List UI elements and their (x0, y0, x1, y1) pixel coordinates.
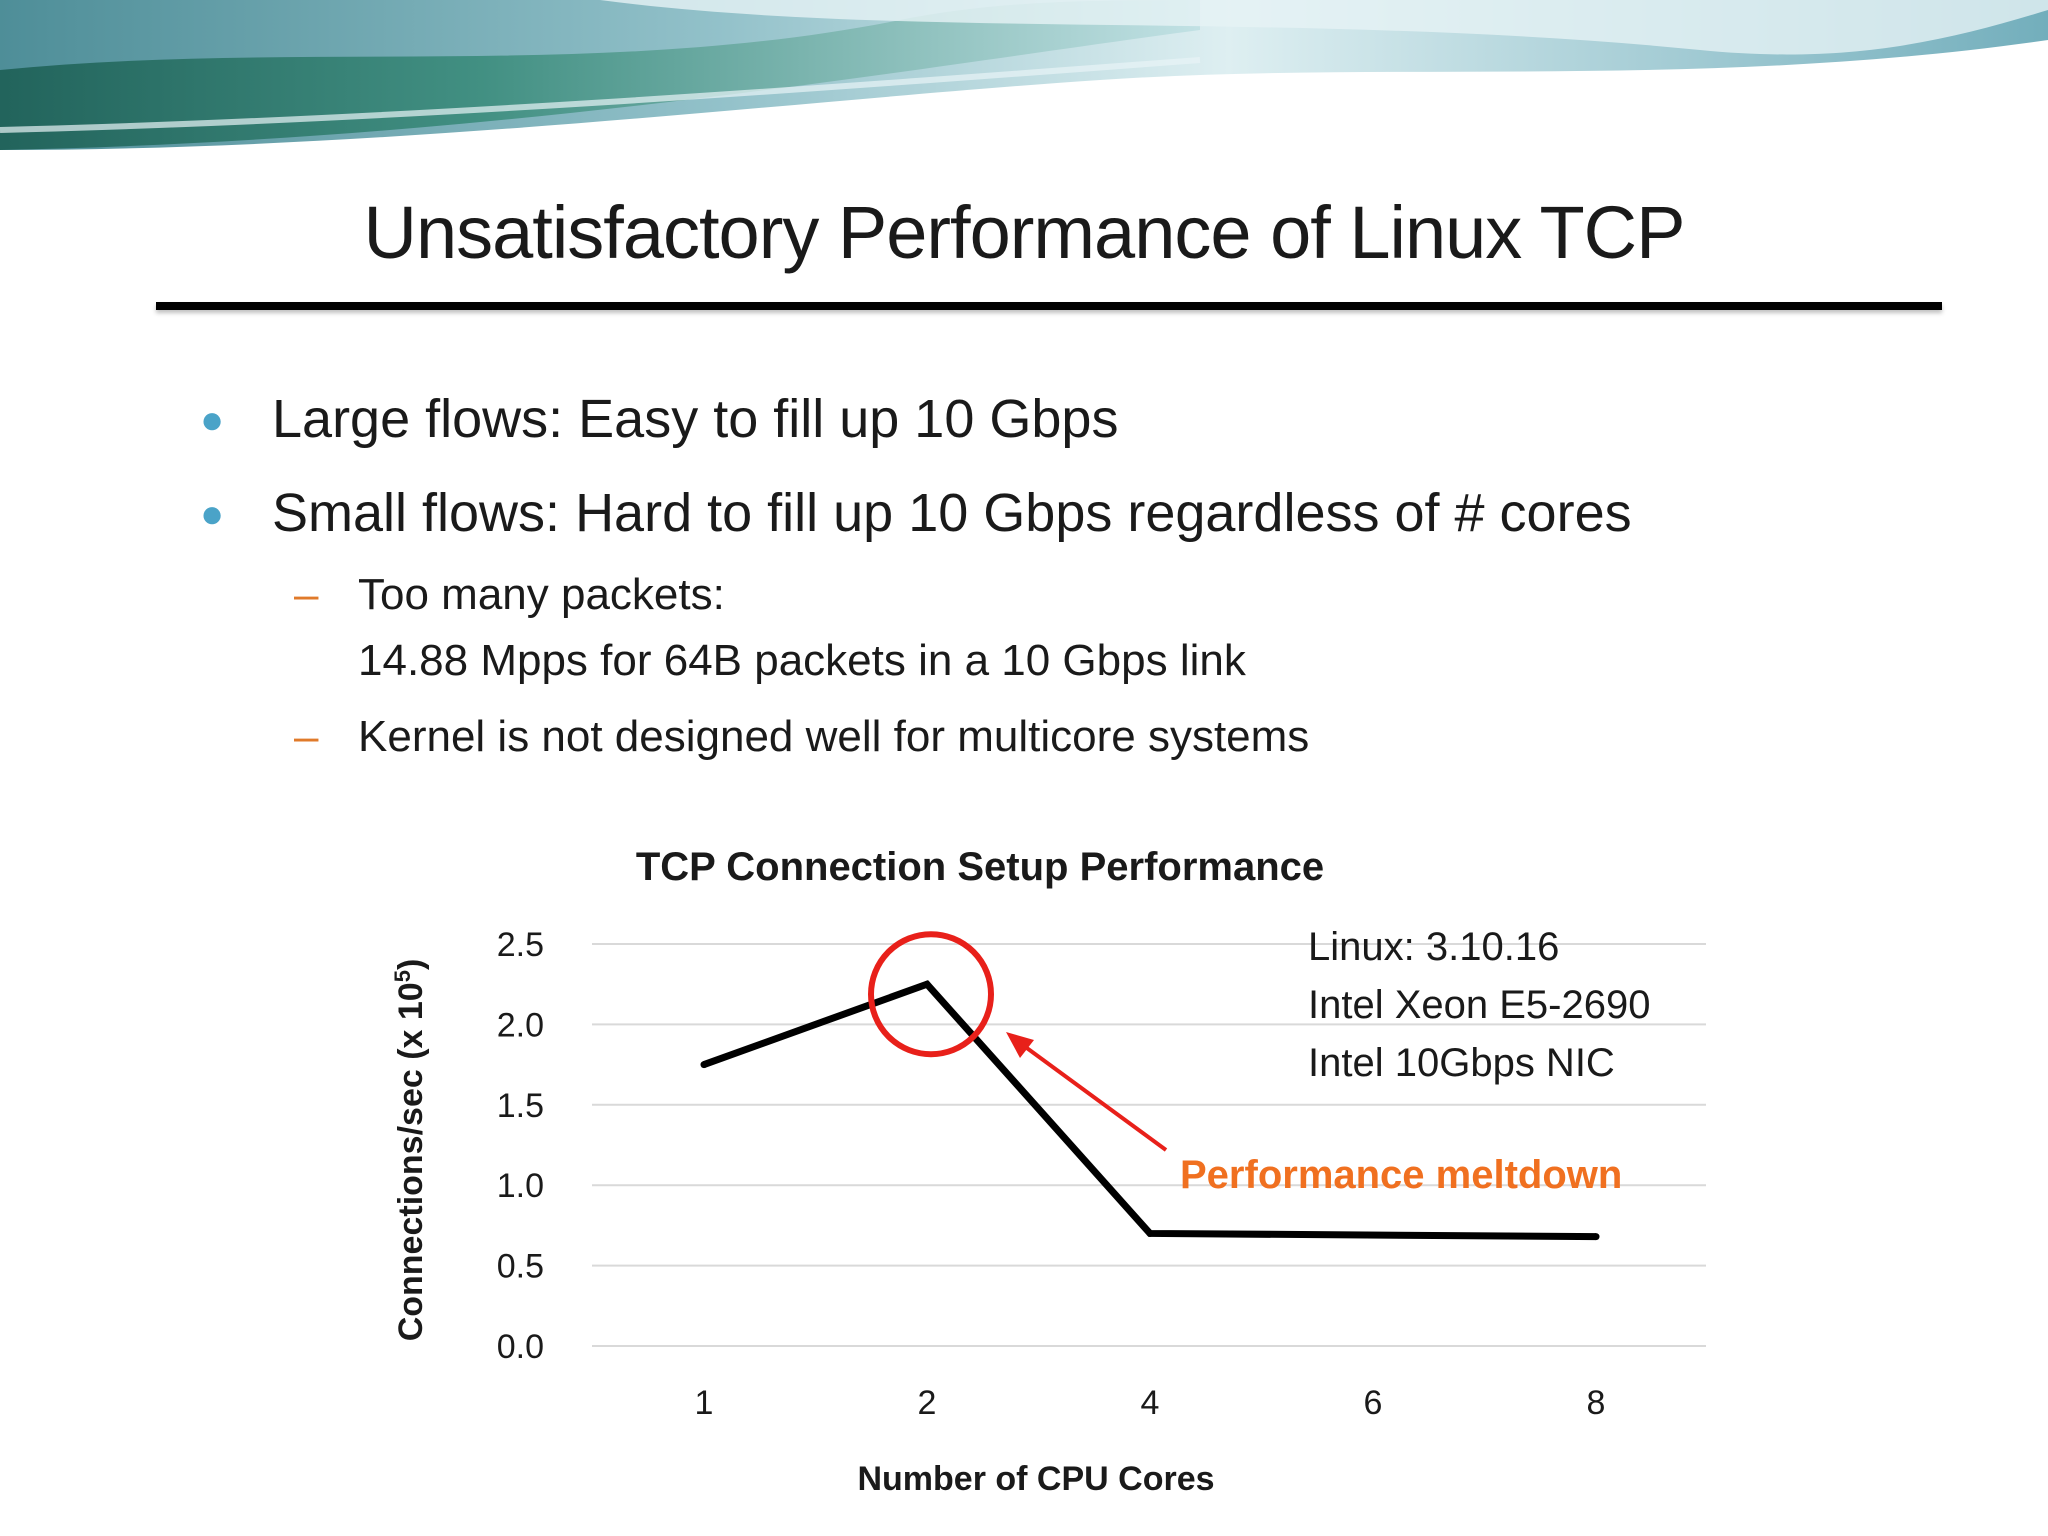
y-tick-label: 2.5 (497, 926, 544, 964)
x-tick-label: 4 (1141, 1384, 1160, 1422)
x-tick-label: 6 (1364, 1384, 1383, 1422)
x-axis-ticks: 1 2 4 6 8 (695, 1384, 1606, 1422)
slide-title: Unsatisfactory Performance of Linux TCP (363, 191, 1686, 274)
y-axis-label-exponent: 5 (390, 970, 415, 982)
sub-bullet-item-continuation: 14.88 Mpps for 64B packets in a 10 Gbps … (358, 636, 1246, 685)
bullet-dot: ● (200, 398, 225, 442)
annotation-layer: Performance meltdown (868, 931, 1622, 1197)
system-info: Linux: 3.10.16 Intel Xeon E5-2690 Intel 10… (1308, 925, 1650, 1085)
system-info-line: Intel 10Gbps NIC (1308, 1041, 1615, 1085)
y-axis-label: Connections/sec (x 105) (390, 959, 430, 1342)
x-tick-label: 8 (1587, 1384, 1606, 1422)
x-tick-label: 1 (695, 1384, 714, 1422)
gridlines (592, 943, 1706, 1347)
title-divider (156, 302, 1942, 310)
y-axis-label-close: ) (392, 959, 430, 970)
y-tick-label: 0.0 (497, 1328, 544, 1366)
header-banner-graphic (0, 0, 2048, 150)
data-point (1592, 1233, 1600, 1241)
series-line (702, 980, 1597, 1241)
bullet-item: Small flows: Hard to fill up 10 Gbps reg… (272, 483, 1632, 543)
y-tick-label: 0.5 (497, 1248, 544, 1286)
highlight-circle (868, 931, 994, 1058)
data-point (923, 980, 931, 988)
bullet-list: ● Large flows: Easy to fill up 10 Gbps ●… (200, 389, 1632, 761)
bullet-dot: ● (200, 492, 225, 536)
y-tick-label: 2.0 (497, 1006, 544, 1044)
system-info-line: Linux: 3.10.16 (1308, 925, 1559, 969)
x-tick-label: 2 (918, 1384, 937, 1422)
x-axis-label: Number of CPU Cores (857, 1460, 1214, 1498)
series-layer (700, 980, 1600, 1241)
y-tick-label: 1.5 (497, 1087, 544, 1125)
annotation-arrow-head (1006, 1032, 1034, 1058)
sub-bullet-dash: – (294, 712, 319, 761)
sub-bullet-item: Kernel is not designed well for multicor… (358, 712, 1310, 761)
y-tick-label: 1.0 (497, 1167, 544, 1205)
sub-bullet-dash: – (294, 570, 319, 619)
y-axis-ticks: 0.0 0.5 1.0 1.5 2.0 2.5 (497, 926, 544, 1366)
data-point (1146, 1229, 1154, 1237)
annotation-arrow-shaft (1018, 1041, 1168, 1152)
data-point (700, 1061, 708, 1069)
bullet-item: Large flows: Easy to fill up 10 Gbps (272, 389, 1119, 449)
annotation-label: Performance meltdown (1180, 1153, 1622, 1197)
sub-bullet-item: Too many packets: (358, 570, 725, 619)
system-info-line: Intel Xeon E5-2690 (1308, 983, 1650, 1027)
y-axis-label-text: Connections/sec (x 10 (392, 982, 430, 1341)
chart-title: TCP Connection Setup Performance (636, 845, 1324, 889)
